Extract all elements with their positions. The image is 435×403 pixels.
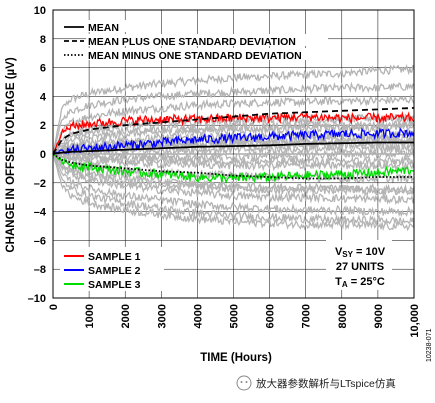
- x-tick-label: 4000: [192, 304, 204, 328]
- unit-trace: [52, 153, 415, 227]
- watermark-text: 放大器参数解析与LTspice仿真: [256, 377, 396, 390]
- wechat-icon-eye: [245, 381, 248, 383]
- x-axis-title: TIME (Hours): [200, 352, 272, 364]
- legend-sample3-label: SAMPLE 3: [88, 279, 141, 291]
- x-tick-label: 9000: [373, 304, 385, 328]
- legend-bottom: SAMPLE 1 SAMPLE 2 SAMPLE 3: [60, 247, 164, 291]
- x-tick-labels: 0 1000 2000 3000 4000 5000 6000 7000 8000 9000 10,…: [48, 304, 421, 338]
- unit-trace: [52, 153, 415, 206]
- legend-top: MEAN MEAN PLUS ONE STANDARD DEVIATION ME…: [64, 20, 336, 62]
- sample-traces: [52, 107, 415, 184]
- unit-trace: [52, 153, 415, 195]
- legend-bg: [86, 20, 126, 32]
- unit-trace: [52, 63, 415, 155]
- legend-bg: [86, 48, 336, 60]
- y-tick-labels: 10 8 6 4 2 0 –2 –4 –6 –8 –10: [28, 5, 47, 305]
- plot-frame: [52, 9, 415, 299]
- y-tick-label: –4: [34, 207, 47, 219]
- legend-mean-label: MEAN: [88, 22, 119, 34]
- series-sample-2-line: [52, 127, 415, 155]
- y-tick-label: 4: [40, 91, 47, 103]
- unit-trace: [52, 153, 415, 197]
- y-tick-label: 10: [34, 5, 46, 17]
- x-tick-label: 8000: [337, 304, 349, 328]
- condition-temp: TA = 25°C: [335, 276, 385, 289]
- legend-sample1-label: SAMPLE 1: [88, 251, 141, 263]
- unit-trace: [52, 153, 415, 218]
- series-mean-plus-one-standard-deviation-line: [52, 107, 415, 155]
- unit-trace: [52, 153, 415, 232]
- y-tick-label: –8: [34, 264, 46, 276]
- watermark: 放大器参数解析与LTspice仿真: [236, 375, 396, 391]
- y-axis-title: CHANGE IN OFFSET VOLTAGE (µV): [5, 57, 17, 252]
- series-mean-minus-one-standard-deviation-line: [52, 153, 414, 180]
- condition-supply: VSY = 10V: [335, 246, 386, 259]
- conditions: VSY = 10V 27 UNITS TA = 25°C: [326, 240, 392, 290]
- y-tick-label: 6: [40, 63, 46, 75]
- x-tick-label: 6000: [265, 304, 277, 328]
- legend-bg: [86, 34, 328, 46]
- y-tick-label: 8: [40, 34, 46, 46]
- y-tick-label: 2: [40, 120, 46, 132]
- legend-sample2-label: SAMPLE 2: [88, 265, 141, 277]
- y-tick-label: –10: [28, 293, 46, 305]
- legend-minus-label: MEAN MINUS ONE STANDARD DEVIATION: [88, 50, 302, 62]
- wechat-icon: [236, 375, 252, 391]
- unit-trace: [52, 81, 415, 155]
- x-tick-label: 7000: [301, 304, 313, 328]
- conditions-bg: [326, 240, 392, 290]
- x-tick-label: 1000: [84, 304, 96, 328]
- x-tick-label: 5000: [229, 304, 241, 328]
- x-tick-label: 2000: [120, 304, 132, 328]
- series-mean-line: [52, 141, 414, 155]
- unit-trace: [52, 93, 415, 155]
- x-tick-label: 3000: [156, 304, 168, 328]
- condition-units: 27 UNITS: [336, 261, 384, 273]
- condition-supply-sub: SY: [342, 250, 353, 259]
- x-tick-label: 10,000: [409, 304, 421, 338]
- legend-plus-label: MEAN PLUS ONE STANDARD DEVIATION: [88, 36, 296, 48]
- wechat-icon-eye: [240, 381, 243, 383]
- y-tick-label: 0: [40, 149, 46, 161]
- y-tick-label: –6: [34, 235, 46, 247]
- x-tick-label: 0: [48, 304, 60, 310]
- unit-trace: [52, 119, 415, 155]
- y-tick-label: –2: [34, 178, 46, 190]
- unit-trace: [52, 152, 415, 167]
- unit-trace: [52, 147, 415, 164]
- figure-id: 10238-071: [426, 328, 433, 362]
